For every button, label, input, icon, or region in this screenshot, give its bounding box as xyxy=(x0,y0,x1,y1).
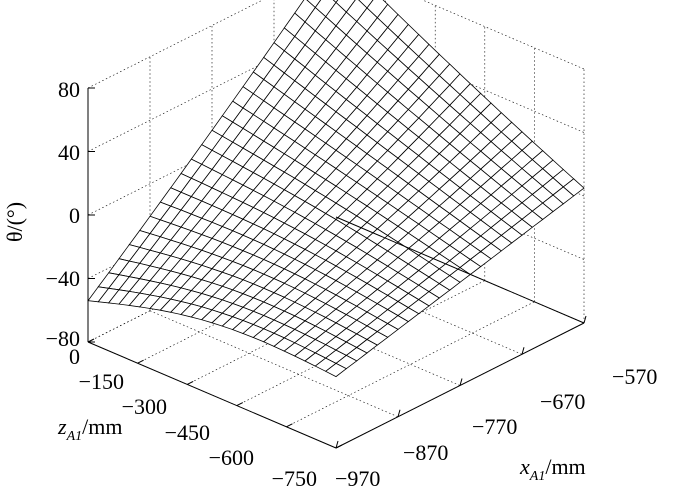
tick-mark xyxy=(335,444,343,449)
grid-line xyxy=(421,0,585,70)
z-tick-label: 40 xyxy=(58,140,80,165)
tick-mark xyxy=(236,402,244,407)
tick-mark xyxy=(87,338,95,343)
z-tick-label: 0 xyxy=(69,203,80,228)
surface-mesh xyxy=(87,0,585,378)
x-tick-label: −970 xyxy=(335,466,380,491)
x-tick-labels: −970 −870 −770 −670 −570 xyxy=(335,364,657,491)
y-tick-label: 0 xyxy=(69,344,80,369)
y-tick-label: −600 xyxy=(209,445,254,470)
x-axis-var: x xyxy=(519,454,530,479)
surface-cell xyxy=(324,362,348,378)
tick-mark xyxy=(186,380,194,385)
axis-line xyxy=(335,216,585,324)
tick-mark xyxy=(521,347,525,355)
tick-mark xyxy=(137,359,144,364)
axis-frame xyxy=(87,87,587,449)
x-axis-label: xA1/mm xyxy=(519,454,586,484)
axis-line xyxy=(87,341,337,449)
z-tick-label: 80 xyxy=(58,77,80,102)
grid-line xyxy=(149,310,399,418)
y-axis-unit: /mm xyxy=(82,414,122,439)
y-tick-labels: 0 −150 −300 −450 −600 −750 xyxy=(69,344,317,491)
z-axis-label: θ/(°) xyxy=(2,202,27,242)
tick-mark xyxy=(583,315,587,324)
y-tick-label: −750 xyxy=(272,466,317,491)
y-tick-label: −300 xyxy=(122,394,167,419)
tick-mark xyxy=(335,440,339,449)
tick-mark xyxy=(286,423,293,428)
y-tick-label: −450 xyxy=(165,420,210,445)
tick-mark xyxy=(459,378,463,386)
x-axis-unit: /mm xyxy=(545,454,585,479)
x-tick-label: −670 xyxy=(540,389,585,414)
x-tick-label: −570 xyxy=(612,364,657,389)
y-axis-var: z xyxy=(57,414,67,439)
x-axis-sub: A1 xyxy=(529,469,546,484)
x-tick-label: −870 xyxy=(403,440,448,465)
z-tick-label: −40 xyxy=(46,266,80,291)
y-tick-label: −150 xyxy=(79,369,124,394)
z-tick-label: −80 xyxy=(46,326,80,351)
tick-mark xyxy=(397,409,401,417)
y-axis-sub: A1 xyxy=(66,429,83,444)
y-axis-label: zA1/mm xyxy=(57,414,122,444)
x-tick-label: −770 xyxy=(472,414,517,439)
z-tick-labels: 80 40 0 −40 −80 xyxy=(46,77,80,351)
